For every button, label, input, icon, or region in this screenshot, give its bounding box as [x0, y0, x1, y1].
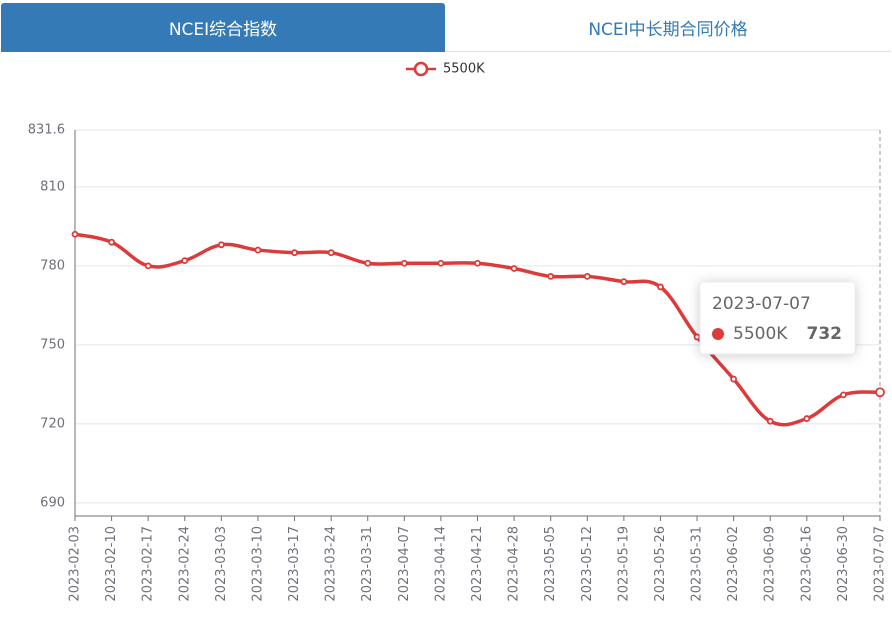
x-tick-label: 2023-06-09 [763, 526, 778, 602]
y-tick-label: 831.6 [28, 123, 65, 138]
point [620, 278, 628, 286]
x-tick-label: 2023-06-30 [836, 526, 851, 602]
point [400, 259, 408, 267]
x-tick-label: 2023-03-24 [324, 526, 339, 602]
x-tick-label: 2023-03-10 [250, 526, 265, 602]
tooltip-title: 2023-07-07 [712, 294, 811, 314]
point [291, 249, 298, 257]
x-tick-label: 2023-05-12 [580, 526, 595, 602]
point [474, 259, 481, 267]
point [766, 417, 774, 425]
point [327, 249, 335, 257]
y-tick-label: 690 [40, 495, 65, 510]
x-tick-label: 2023-06-02 [726, 526, 741, 602]
tooltip-box [699, 281, 856, 355]
point [693, 333, 701, 341]
tooltip-value: 732 [807, 324, 843, 344]
x-tick-label: 2023-04-07 [397, 526, 412, 602]
x-tick-label: 2023-05-26 [653, 526, 668, 602]
point [437, 259, 445, 267]
point [803, 415, 811, 422]
point [254, 246, 262, 254]
point [583, 272, 591, 280]
x-tick-label: 2023-04-14 [433, 526, 448, 602]
y-tick-label: 750 [40, 337, 65, 352]
point [510, 265, 518, 272]
tooltip: 2023-07-07 5500K 732 [699, 281, 856, 355]
point [875, 387, 885, 398]
x-tick-label: 2023-05-19 [616, 526, 631, 602]
y-tick-label: 720 [40, 416, 65, 431]
y-tick-label: 780 [40, 258, 65, 273]
x-tick-label: 2023-03-03 [214, 526, 229, 602]
point [364, 259, 372, 267]
y-tick-label: 810 [40, 179, 65, 194]
x-tick-label: 2023-02-03 [68, 526, 83, 602]
legend-label: 5500K [443, 62, 485, 77]
point [730, 375, 738, 383]
x-tick-label: 2023-02-24 [177, 526, 192, 602]
point [144, 262, 152, 270]
x-tick-label: 2023-06-16 [799, 526, 814, 602]
point [547, 272, 555, 280]
x-tick-label: 2023-07-07 [873, 526, 888, 602]
x-tick-label: 2023-02-17 [141, 526, 156, 602]
legend-marker [413, 61, 429, 77]
x-tick-label: 2023-05-31 [690, 526, 705, 602]
x-tick-label: 2023-05-05 [543, 526, 558, 602]
point [657, 283, 664, 291]
point [840, 391, 847, 399]
point [217, 241, 225, 249]
tab[interactable]: NCEI中长期合同价格 [445, 3, 891, 52]
point [181, 257, 189, 264]
x-tick-label: 2023-04-28 [507, 526, 522, 602]
point [108, 238, 115, 246]
x-tick-label: 2023-03-17 [287, 526, 302, 602]
tooltip-series: 5500K [733, 324, 788, 344]
x-tick-label: 2023-02-10 [104, 526, 119, 602]
tab[interactable]: NCEI综合指数 [1, 3, 445, 52]
tooltip-marker [712, 328, 724, 340]
x-tick-label: 2023-04-21 [470, 526, 485, 602]
point [71, 230, 79, 238]
x-tick-label: 2023-03-31 [360, 526, 375, 602]
